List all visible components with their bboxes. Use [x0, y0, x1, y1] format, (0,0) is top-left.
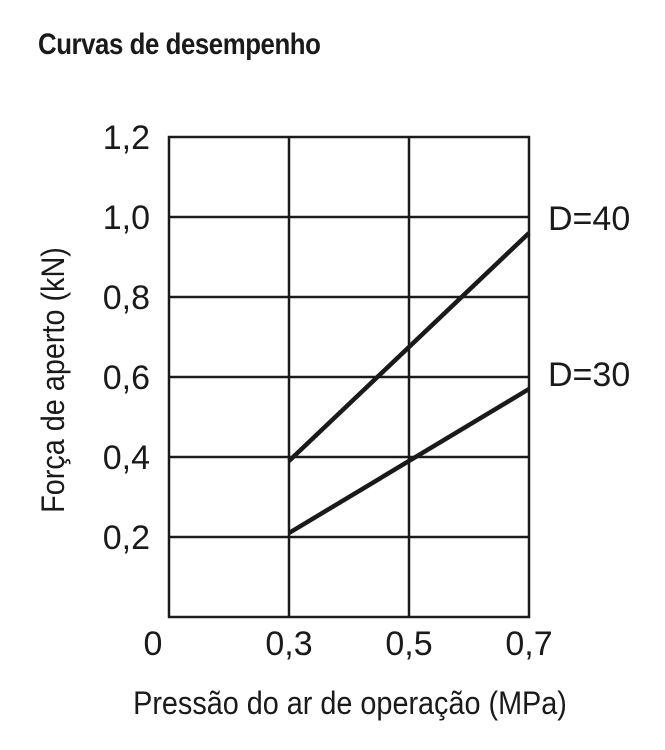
x-tick-label: 0 [144, 625, 163, 663]
x-axis-label: Pressão do ar de operação (MPa) [133, 686, 567, 722]
y-tick-label: 0,4 [103, 439, 150, 477]
x-tick-label: 0,7 [505, 625, 552, 663]
y-tick-label: 0,2 [103, 519, 150, 557]
series-line [287, 387, 531, 535]
series-line [287, 231, 531, 463]
chart-title: Curvas de desempenho [38, 28, 321, 61]
y-axis-label: Força de aperto (kN) [36, 247, 72, 513]
x-tick-label: 0,5 [385, 625, 432, 663]
y-tick-label: 1,2 [103, 119, 150, 157]
y-tick-label: 1,0 [103, 199, 150, 237]
y-tick-label: 0,8 [103, 279, 150, 317]
y-tick-label: 0,6 [103, 359, 150, 397]
x-tick-label: 0,3 [265, 625, 312, 663]
series-label: D=30 [548, 356, 630, 394]
series-label: D=40 [548, 200, 630, 238]
